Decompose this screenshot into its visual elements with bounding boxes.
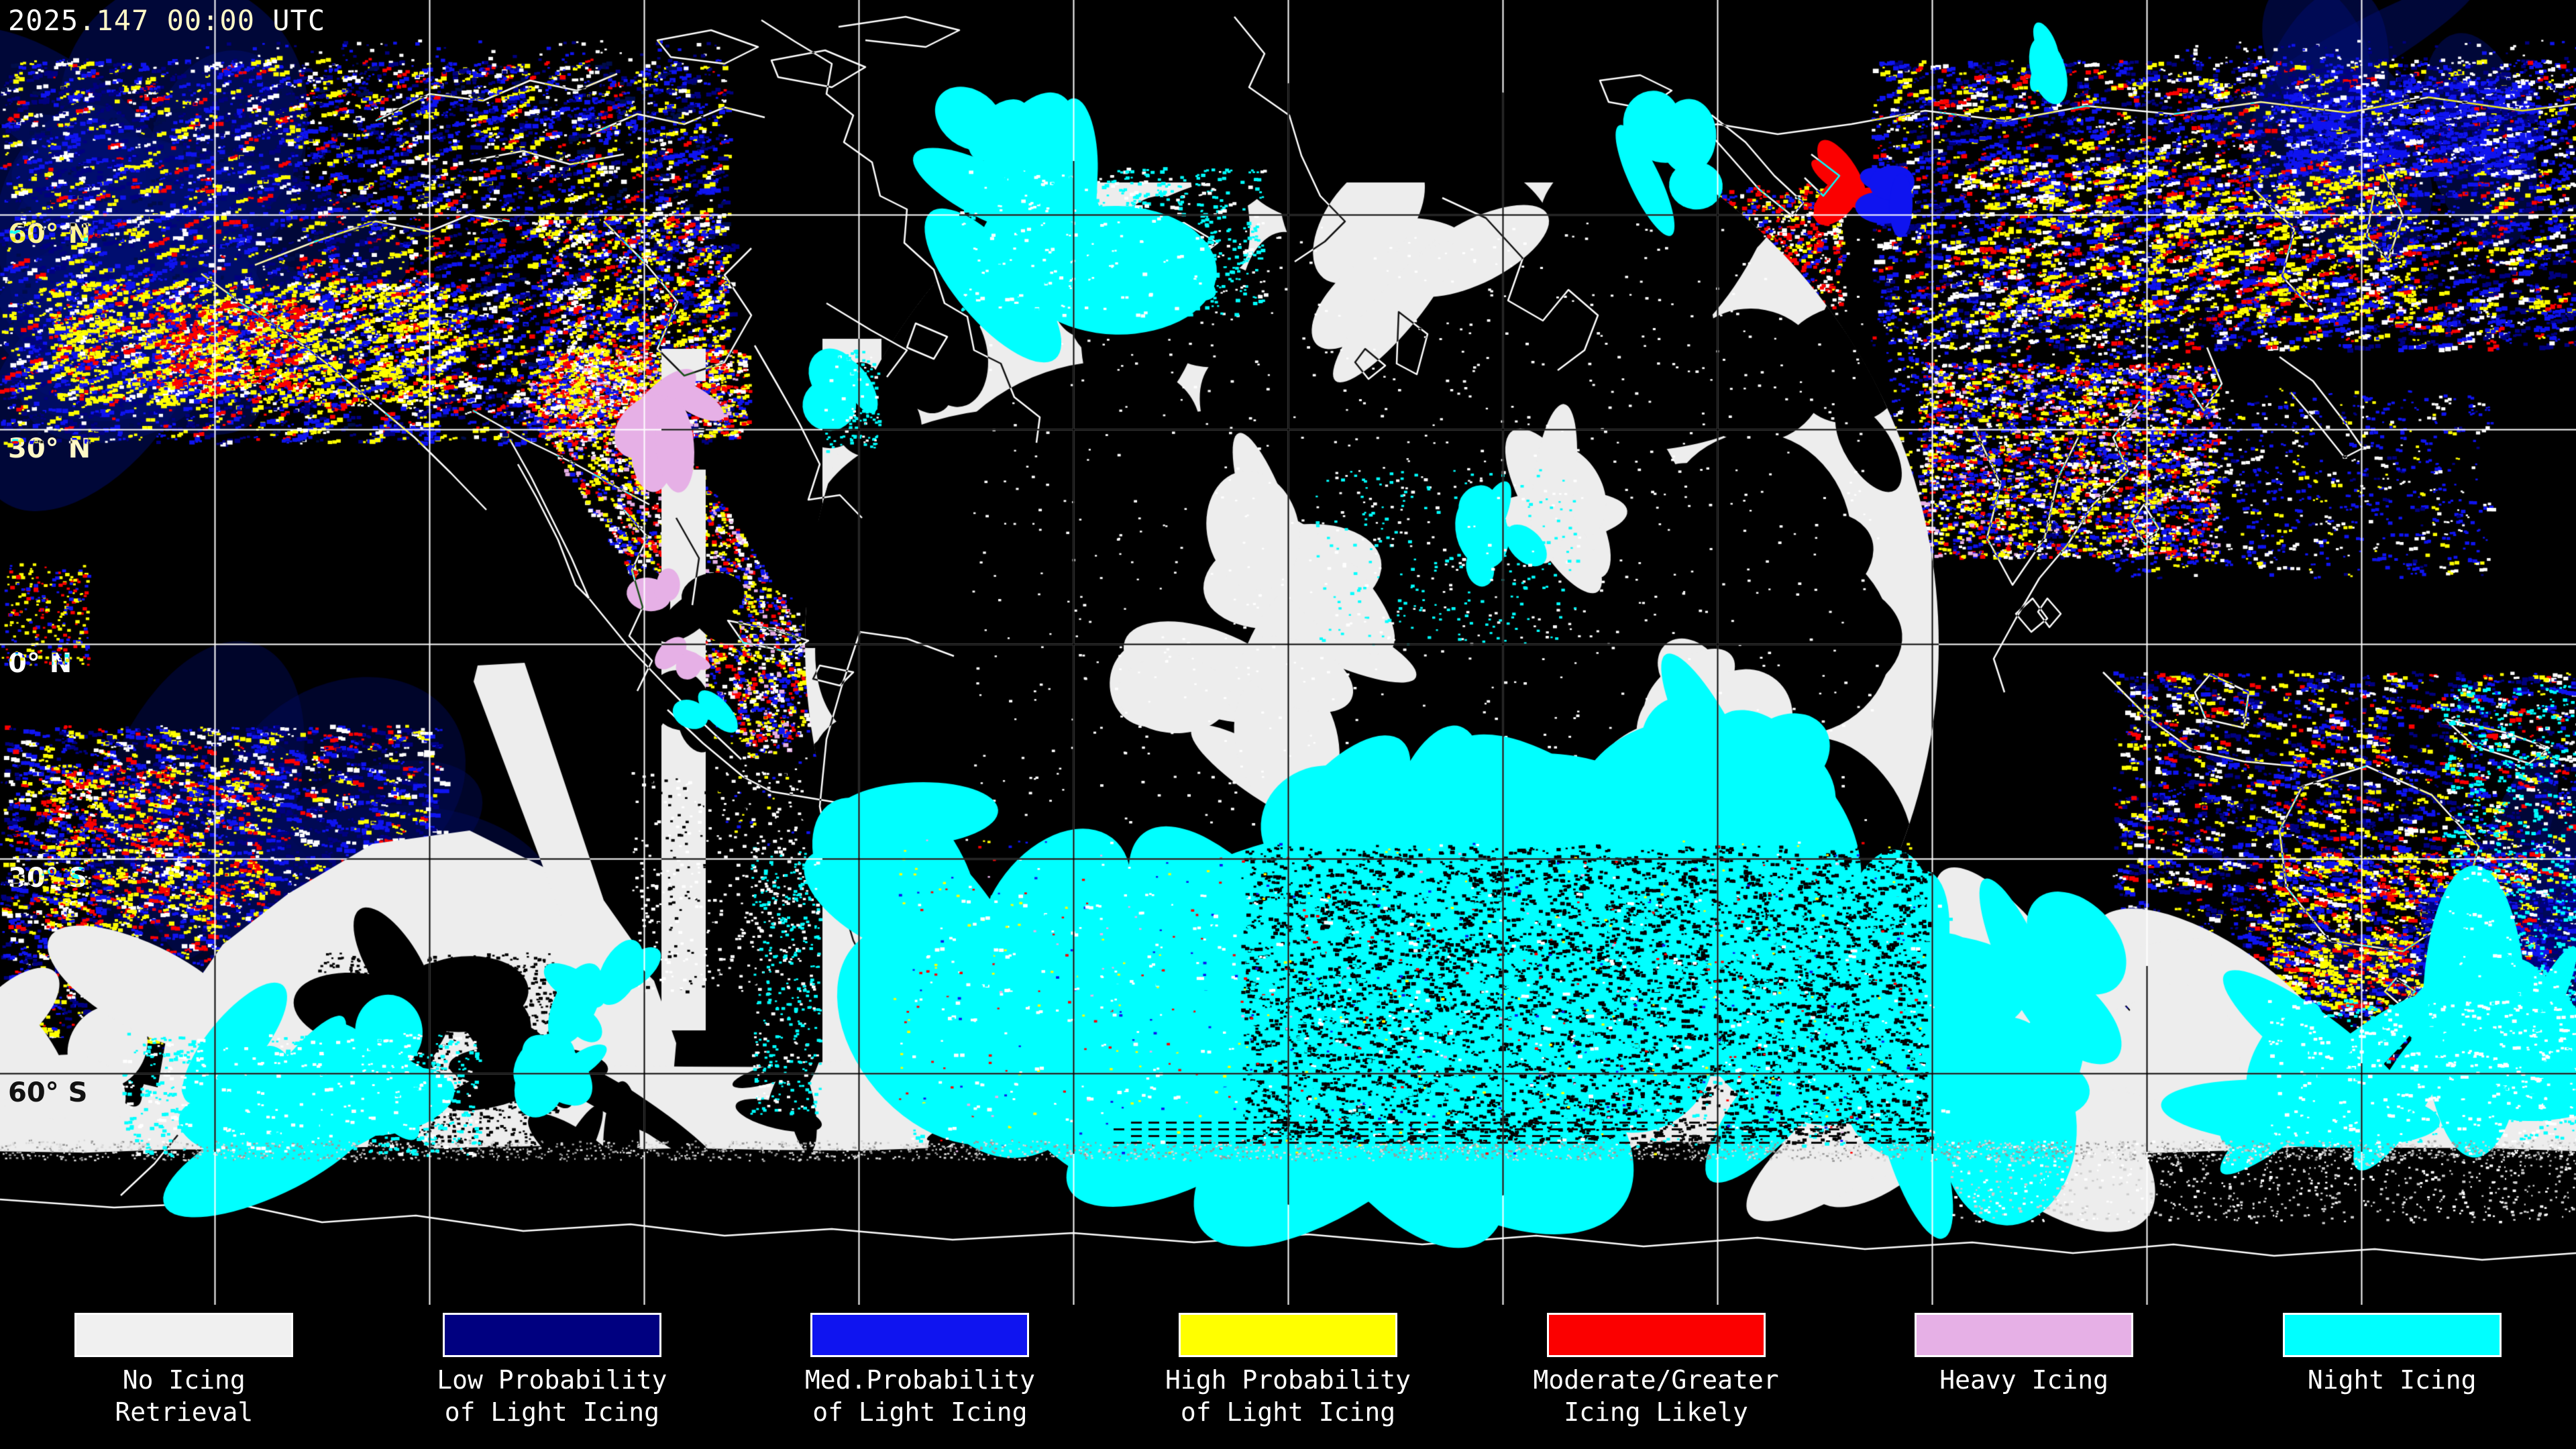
night-icing-label: Night Icing [2307, 1365, 2477, 1395]
high-prob-light-icing-label: High Probability of Light Icing [1165, 1365, 1411, 1427]
night-icing-swatch [2282, 1313, 2502, 1357]
heavy-icing-label: Heavy Icing [1939, 1365, 2108, 1395]
legend-item-low-prob-light-icing: Low Probability of Light Icing [368, 1305, 737, 1449]
low-prob-light-icing-swatch [442, 1313, 661, 1357]
med-prob-light-icing-swatch [810, 1313, 1030, 1357]
world-icing-map-canvas [0, 0, 2576, 1305]
legend-item-heavy-icing: Heavy Icing [1840, 1305, 2208, 1449]
med-prob-light-icing-label: Med.Probability of Light Icing [804, 1365, 1035, 1427]
lat-label-30-s: 30° S [8, 863, 88, 894]
lat-label-0-n: 0° N [8, 648, 72, 679]
low-prob-light-icing-label: Low Probability of Light Icing [437, 1365, 667, 1427]
lat-label-60-s: 60° S [8, 1077, 88, 1108]
high-prob-light-icing-swatch [1178, 1313, 1397, 1357]
legend-bar: No Icing Retrieval Low Probability of Lig… [0, 1305, 2576, 1449]
moderate-greater-icing-label: Moderate/Greater Icing Likely [1533, 1365, 1779, 1427]
timestamp-label: 2025.147 00:00 UTC [8, 4, 326, 37]
moderate-greater-icing-swatch [1546, 1313, 1766, 1357]
legend-item-high-prob-light-icing: High Probability of Light Icing [1104, 1305, 1472, 1449]
legend-item-night-icing: Night Icing [2208, 1305, 2576, 1449]
global-icing-map: 2025.147 00:00 UTC 60° N 30° N 0° N 30° S 60… [0, 0, 2576, 1305]
heavy-icing-swatch [1915, 1313, 2134, 1357]
no-icing-retrieval-swatch [74, 1313, 294, 1357]
legend-item-no-icing-retrieval: No Icing Retrieval [0, 1305, 368, 1449]
legend-item-med-prob-light-icing: Med.Probability of Light Icing [736, 1305, 1104, 1449]
no-icing-retrieval-label: No Icing Retrieval [115, 1365, 254, 1427]
lat-label-60-n: 60° N [8, 219, 91, 250]
legend-item-moderate-greater-icing: Moderate/Greater Icing Likely [1472, 1305, 1840, 1449]
lat-label-30-n: 30° N [8, 433, 91, 464]
